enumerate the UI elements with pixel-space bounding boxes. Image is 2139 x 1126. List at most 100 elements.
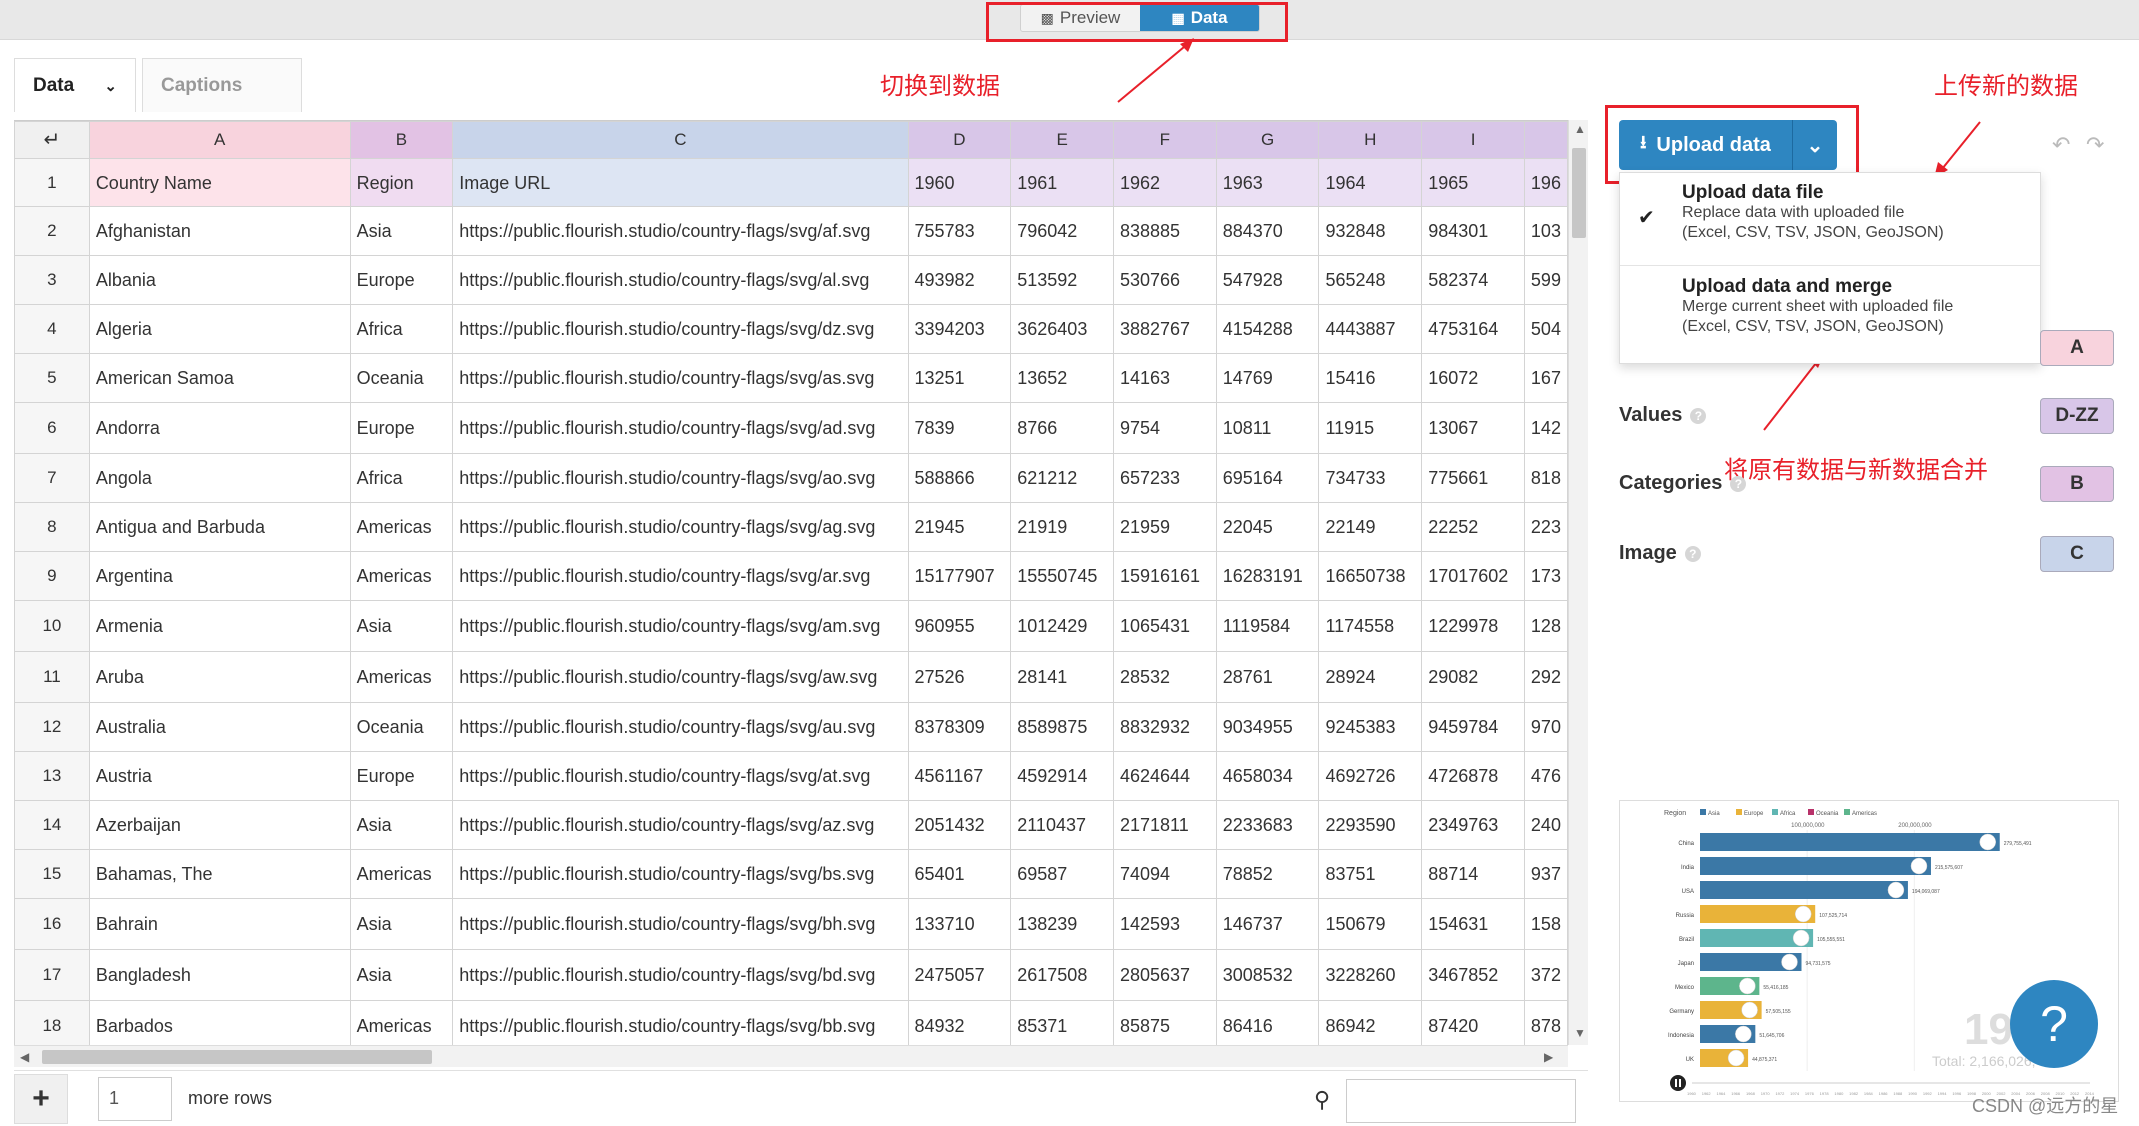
table-cell[interactable]: 142 bbox=[1523, 402, 1568, 454]
column-header-c[interactable]: C bbox=[452, 121, 909, 159]
row-number[interactable]: 11 bbox=[14, 651, 90, 703]
table-cell[interactable]: 1065431 bbox=[1112, 600, 1217, 652]
table-cell[interactable]: Americas bbox=[349, 651, 454, 703]
column-header-f[interactable]: F bbox=[1112, 121, 1217, 159]
table-cell[interactable]: 4561167 bbox=[907, 751, 1012, 801]
table-cell[interactable]: 154631 bbox=[1421, 898, 1525, 950]
table-cell[interactable]: Africa bbox=[349, 304, 454, 354]
table-cell[interactable]: https://public.flourish.studio/country-f… bbox=[452, 304, 909, 354]
table-cell[interactable]: https://public.flourish.studio/country-f… bbox=[452, 502, 909, 552]
table-cell[interactable]: https://public.flourish.studio/country-f… bbox=[452, 600, 909, 652]
redo-icon[interactable]: ↷ bbox=[2086, 132, 2105, 157]
table-cell[interactable]: 4658034 bbox=[1215, 751, 1320, 801]
table-cell[interactable]: 86416 bbox=[1215, 1000, 1320, 1045]
table-cell[interactable]: 2617508 bbox=[1010, 949, 1114, 1001]
row-number[interactable]: 7 bbox=[14, 453, 90, 503]
table-cell[interactable]: 565248 bbox=[1318, 255, 1423, 305]
table-cell[interactable]: 4726878 bbox=[1421, 751, 1525, 801]
table-cell[interactable]: 8832932 bbox=[1112, 702, 1217, 752]
table-cell[interactable]: 21945 bbox=[907, 502, 1012, 552]
table-cell[interactable]: 11915 bbox=[1318, 402, 1423, 454]
table-cell[interactable]: 22149 bbox=[1318, 502, 1423, 552]
table-cell[interactable]: 588866 bbox=[907, 453, 1012, 503]
table-cell[interactable]: 2110437 bbox=[1010, 800, 1114, 850]
label-column-chip[interactable]: A bbox=[2040, 330, 2114, 366]
tab-captions[interactable]: Captions bbox=[142, 58, 302, 112]
table-cell[interactable]: Bangladesh bbox=[88, 949, 351, 1001]
table-cell[interactable]: 14163 bbox=[1112, 353, 1217, 403]
table-cell[interactable]: Angola bbox=[88, 453, 351, 503]
table-cell[interactable]: https://public.flourish.studio/country-f… bbox=[452, 849, 909, 899]
table-cell[interactable]: 2293590 bbox=[1318, 800, 1423, 850]
row-number[interactable]: 8 bbox=[14, 502, 90, 552]
scroll-left-icon[interactable]: ◀ bbox=[20, 1050, 30, 1064]
table-cell[interactable]: 14769 bbox=[1215, 353, 1320, 403]
table-cell[interactable]: 84932 bbox=[907, 1000, 1012, 1045]
table-cell[interactable]: Asia bbox=[349, 898, 454, 950]
table-cell[interactable]: Europe bbox=[349, 751, 454, 801]
table-cell[interactable]: 818 bbox=[1523, 453, 1568, 503]
table-cell[interactable]: Afghanistan bbox=[88, 206, 351, 256]
table-cell[interactable]: Americas bbox=[349, 1000, 454, 1045]
scroll-down-icon[interactable]: ▼ bbox=[1574, 1026, 1586, 1040]
table-cell[interactable]: 513592 bbox=[1010, 255, 1114, 305]
table-cell[interactable]: 8766 bbox=[1010, 402, 1114, 454]
table-cell[interactable]: Africa bbox=[349, 453, 454, 503]
table-cell[interactable]: 173 bbox=[1523, 551, 1568, 601]
table-cell[interactable]: 88714 bbox=[1421, 849, 1525, 899]
table-cell[interactable]: 547928 bbox=[1215, 255, 1320, 305]
table-cell[interactable]: Austria bbox=[88, 751, 351, 801]
table-cell[interactable]: 3008532 bbox=[1215, 949, 1320, 1001]
table-cell[interactable]: https://public.flourish.studio/country-f… bbox=[452, 751, 909, 801]
table-cell[interactable]: Asia bbox=[349, 949, 454, 1001]
table-cell[interactable]: 2171811 bbox=[1112, 800, 1217, 850]
rows-count-input[interactable] bbox=[98, 1076, 172, 1121]
table-cell[interactable]: 13251 bbox=[907, 353, 1012, 403]
table-cell[interactable]: Europe bbox=[349, 255, 454, 305]
table-cell[interactable]: 65401 bbox=[907, 849, 1012, 899]
table-cell[interactable]: 4624644 bbox=[1112, 751, 1217, 801]
table-cell[interactable]: 1174558 bbox=[1318, 600, 1423, 652]
table-cell[interactable]: 158 bbox=[1523, 898, 1568, 950]
table-cell[interactable]: 476 bbox=[1523, 751, 1568, 801]
table-cell[interactable]: 2805637 bbox=[1112, 949, 1217, 1001]
horizontal-scrollbar[interactable]: ◀ ▶ bbox=[14, 1045, 1568, 1067]
header-cell[interactable]: 1963 bbox=[1215, 158, 1320, 207]
column-header-a[interactable]: A bbox=[88, 121, 351, 159]
preview-tab[interactable]: ▩ Preview bbox=[1040, 8, 1121, 27]
table-cell[interactable]: 10811 bbox=[1215, 402, 1320, 454]
table-cell[interactable]: 21959 bbox=[1112, 502, 1217, 552]
row-number[interactable]: 4 bbox=[14, 304, 90, 354]
data-grid[interactable]: ↵ A B C D E F G H I 1 Country Name Regio… bbox=[14, 120, 1568, 1045]
horizontal-scroll-thumb[interactable] bbox=[42, 1050, 432, 1064]
row-number[interactable]: 15 bbox=[14, 849, 90, 899]
header-cell[interactable]: Image URL bbox=[452, 158, 909, 207]
image-column-chip[interactable]: C bbox=[2040, 536, 2114, 572]
table-cell[interactable]: 9459784 bbox=[1421, 702, 1525, 752]
table-cell[interactable]: 22252 bbox=[1421, 502, 1525, 552]
row-number[interactable]: 9 bbox=[14, 551, 90, 601]
table-cell[interactable]: American Samoa bbox=[88, 353, 351, 403]
table-cell[interactable]: 984301 bbox=[1421, 206, 1525, 256]
table-cell[interactable]: 937 bbox=[1523, 849, 1568, 899]
table-cell[interactable]: Americas bbox=[349, 849, 454, 899]
table-cell[interactable]: Andorra bbox=[88, 402, 351, 454]
corner-cell[interactable]: ↵ bbox=[14, 121, 90, 159]
row-number[interactable]: 14 bbox=[14, 800, 90, 850]
table-cell[interactable]: Bahamas, The bbox=[88, 849, 351, 899]
table-cell[interactable]: Asia bbox=[349, 206, 454, 256]
header-cell[interactable]: 1960 bbox=[907, 158, 1012, 207]
header-cell[interactable]: 1962 bbox=[1112, 158, 1217, 207]
table-cell[interactable]: Asia bbox=[349, 600, 454, 652]
table-cell[interactable]: 2349763 bbox=[1421, 800, 1525, 850]
table-cell[interactable]: 3882767 bbox=[1112, 304, 1217, 354]
table-cell[interactable]: https://public.flourish.studio/country-f… bbox=[452, 402, 909, 454]
table-cell[interactable]: 17017602 bbox=[1421, 551, 1525, 601]
option-upload-file[interactable]: Upload data file Replace data with uploa… bbox=[1682, 182, 1944, 242]
table-cell[interactable]: 128 bbox=[1523, 600, 1568, 652]
table-cell[interactable]: 878 bbox=[1523, 1000, 1568, 1045]
table-cell[interactable]: 29082 bbox=[1421, 651, 1525, 703]
table-cell[interactable]: 932848 bbox=[1318, 206, 1423, 256]
table-cell[interactable]: 15916161 bbox=[1112, 551, 1217, 601]
header-cell[interactable]: Country Name bbox=[88, 158, 351, 207]
